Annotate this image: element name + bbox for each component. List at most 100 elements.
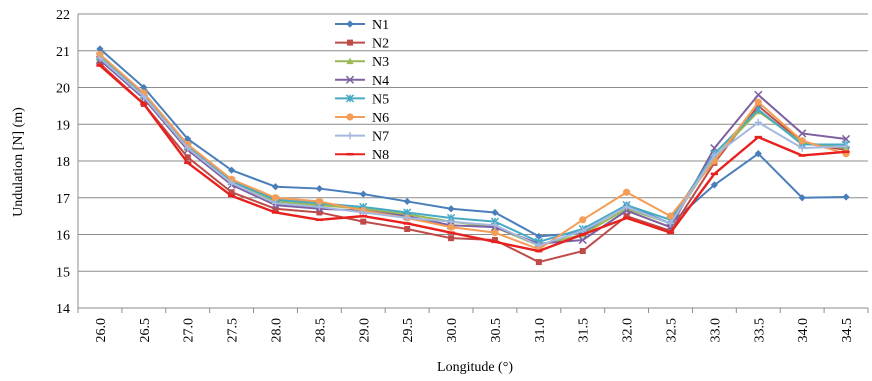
data-point xyxy=(710,151,718,160)
data-point xyxy=(535,232,543,240)
x-tick-label: 30.5 xyxy=(489,318,504,343)
legend-item-n5: N5 xyxy=(335,92,389,107)
data-point xyxy=(754,105,763,114)
data-point xyxy=(316,209,323,216)
x-tick-label: 31.5 xyxy=(577,318,592,343)
data-point xyxy=(228,189,235,196)
data-point xyxy=(404,225,411,232)
series-n1 xyxy=(96,45,850,240)
legend-label: N1 xyxy=(372,18,389,33)
series-n8 xyxy=(96,64,850,253)
data-point xyxy=(842,193,850,201)
data-point xyxy=(755,102,762,109)
axes xyxy=(77,14,869,313)
data-point xyxy=(315,203,323,211)
data-point xyxy=(271,183,280,191)
data-point xyxy=(754,150,762,158)
legend-item-n2: N2 xyxy=(335,37,389,52)
legend: N1 N2 N3 N4 N5 N6 N7 N8 xyxy=(335,18,389,163)
x-axis-label: Longitude (°) xyxy=(437,360,513,375)
y-tick-label: 18 xyxy=(56,155,70,170)
data-point xyxy=(228,179,236,187)
data-point xyxy=(96,45,104,53)
data-point xyxy=(347,39,353,46)
data-point xyxy=(754,98,762,106)
data-point xyxy=(491,208,499,217)
legend-item-n3: N3 xyxy=(335,55,389,70)
data-point xyxy=(228,166,236,174)
legend-item-n7: N7 xyxy=(335,130,389,145)
y-tick-labels: 14 15 16 17 18 19 20 21 22 xyxy=(56,8,70,317)
series-line xyxy=(99,57,847,247)
data-point xyxy=(184,154,191,161)
x-tick-label: 27.0 xyxy=(182,318,197,343)
x-tick-label: 26.0 xyxy=(94,318,109,343)
legend-item-n6: N6 xyxy=(335,111,389,126)
legend-item-n8: N8 xyxy=(335,148,389,163)
data-point xyxy=(710,181,718,189)
data-point xyxy=(315,197,323,206)
series-n7 xyxy=(96,54,850,250)
data-point xyxy=(842,142,850,150)
x-tick-label: 34.0 xyxy=(796,318,811,343)
data-point xyxy=(578,235,587,245)
x-tick-label: 28.0 xyxy=(270,318,285,343)
y-tick-label: 17 xyxy=(56,192,70,207)
data-point xyxy=(623,188,631,196)
data-point xyxy=(315,184,323,193)
series-n5 xyxy=(95,52,851,246)
x-tick-label: 32.0 xyxy=(621,318,636,343)
data-point xyxy=(140,93,148,101)
data-point xyxy=(272,205,279,212)
legend-item-n4: N4 xyxy=(335,74,389,89)
legend-item-n1: N1 xyxy=(335,18,389,33)
data-point xyxy=(447,205,455,213)
data-point xyxy=(579,216,587,224)
y-tick-label: 19 xyxy=(56,118,70,133)
data-point xyxy=(579,248,586,255)
data-point xyxy=(491,229,499,237)
data-point xyxy=(623,213,630,220)
data-point xyxy=(535,241,543,250)
data-point xyxy=(140,83,148,92)
data-point xyxy=(447,218,455,226)
data-point xyxy=(345,94,355,103)
data-point xyxy=(403,214,411,222)
data-point xyxy=(798,129,807,138)
data-point xyxy=(798,144,806,152)
legend-label: N8 xyxy=(372,148,389,163)
data-point xyxy=(623,203,631,211)
data-point xyxy=(491,221,499,229)
data-point xyxy=(448,235,455,242)
data-point xyxy=(360,218,367,225)
series-line xyxy=(99,62,847,264)
x-tick-label: 26.5 xyxy=(138,318,153,343)
x-tick-label: 28.5 xyxy=(313,318,328,343)
data-point xyxy=(184,144,192,152)
series-line xyxy=(99,59,847,245)
series-line xyxy=(99,55,847,243)
data-point xyxy=(359,208,367,217)
data-point xyxy=(96,50,104,59)
data-point xyxy=(359,190,367,198)
data-point xyxy=(491,237,498,244)
data-point xyxy=(535,259,542,266)
y-tick-label: 22 xyxy=(56,8,70,23)
series-n4 xyxy=(95,55,851,248)
data-point xyxy=(666,219,675,228)
y-tick-label: 20 xyxy=(56,82,70,97)
legend-label: N3 xyxy=(372,55,389,70)
legend-label: N5 xyxy=(372,92,389,107)
x-tick-label: 33.0 xyxy=(708,318,723,343)
data-point xyxy=(346,113,354,121)
data-point xyxy=(754,90,763,99)
x-tick-label: 33.5 xyxy=(752,318,767,343)
y-tick-label: 14 xyxy=(56,302,70,317)
data-point xyxy=(754,118,762,127)
x-tick-label: 29.5 xyxy=(401,318,416,343)
legend-label: N4 xyxy=(372,74,389,89)
data-point xyxy=(96,60,103,67)
y-tick-label: 16 xyxy=(56,229,70,244)
legend-label: N6 xyxy=(372,111,389,126)
